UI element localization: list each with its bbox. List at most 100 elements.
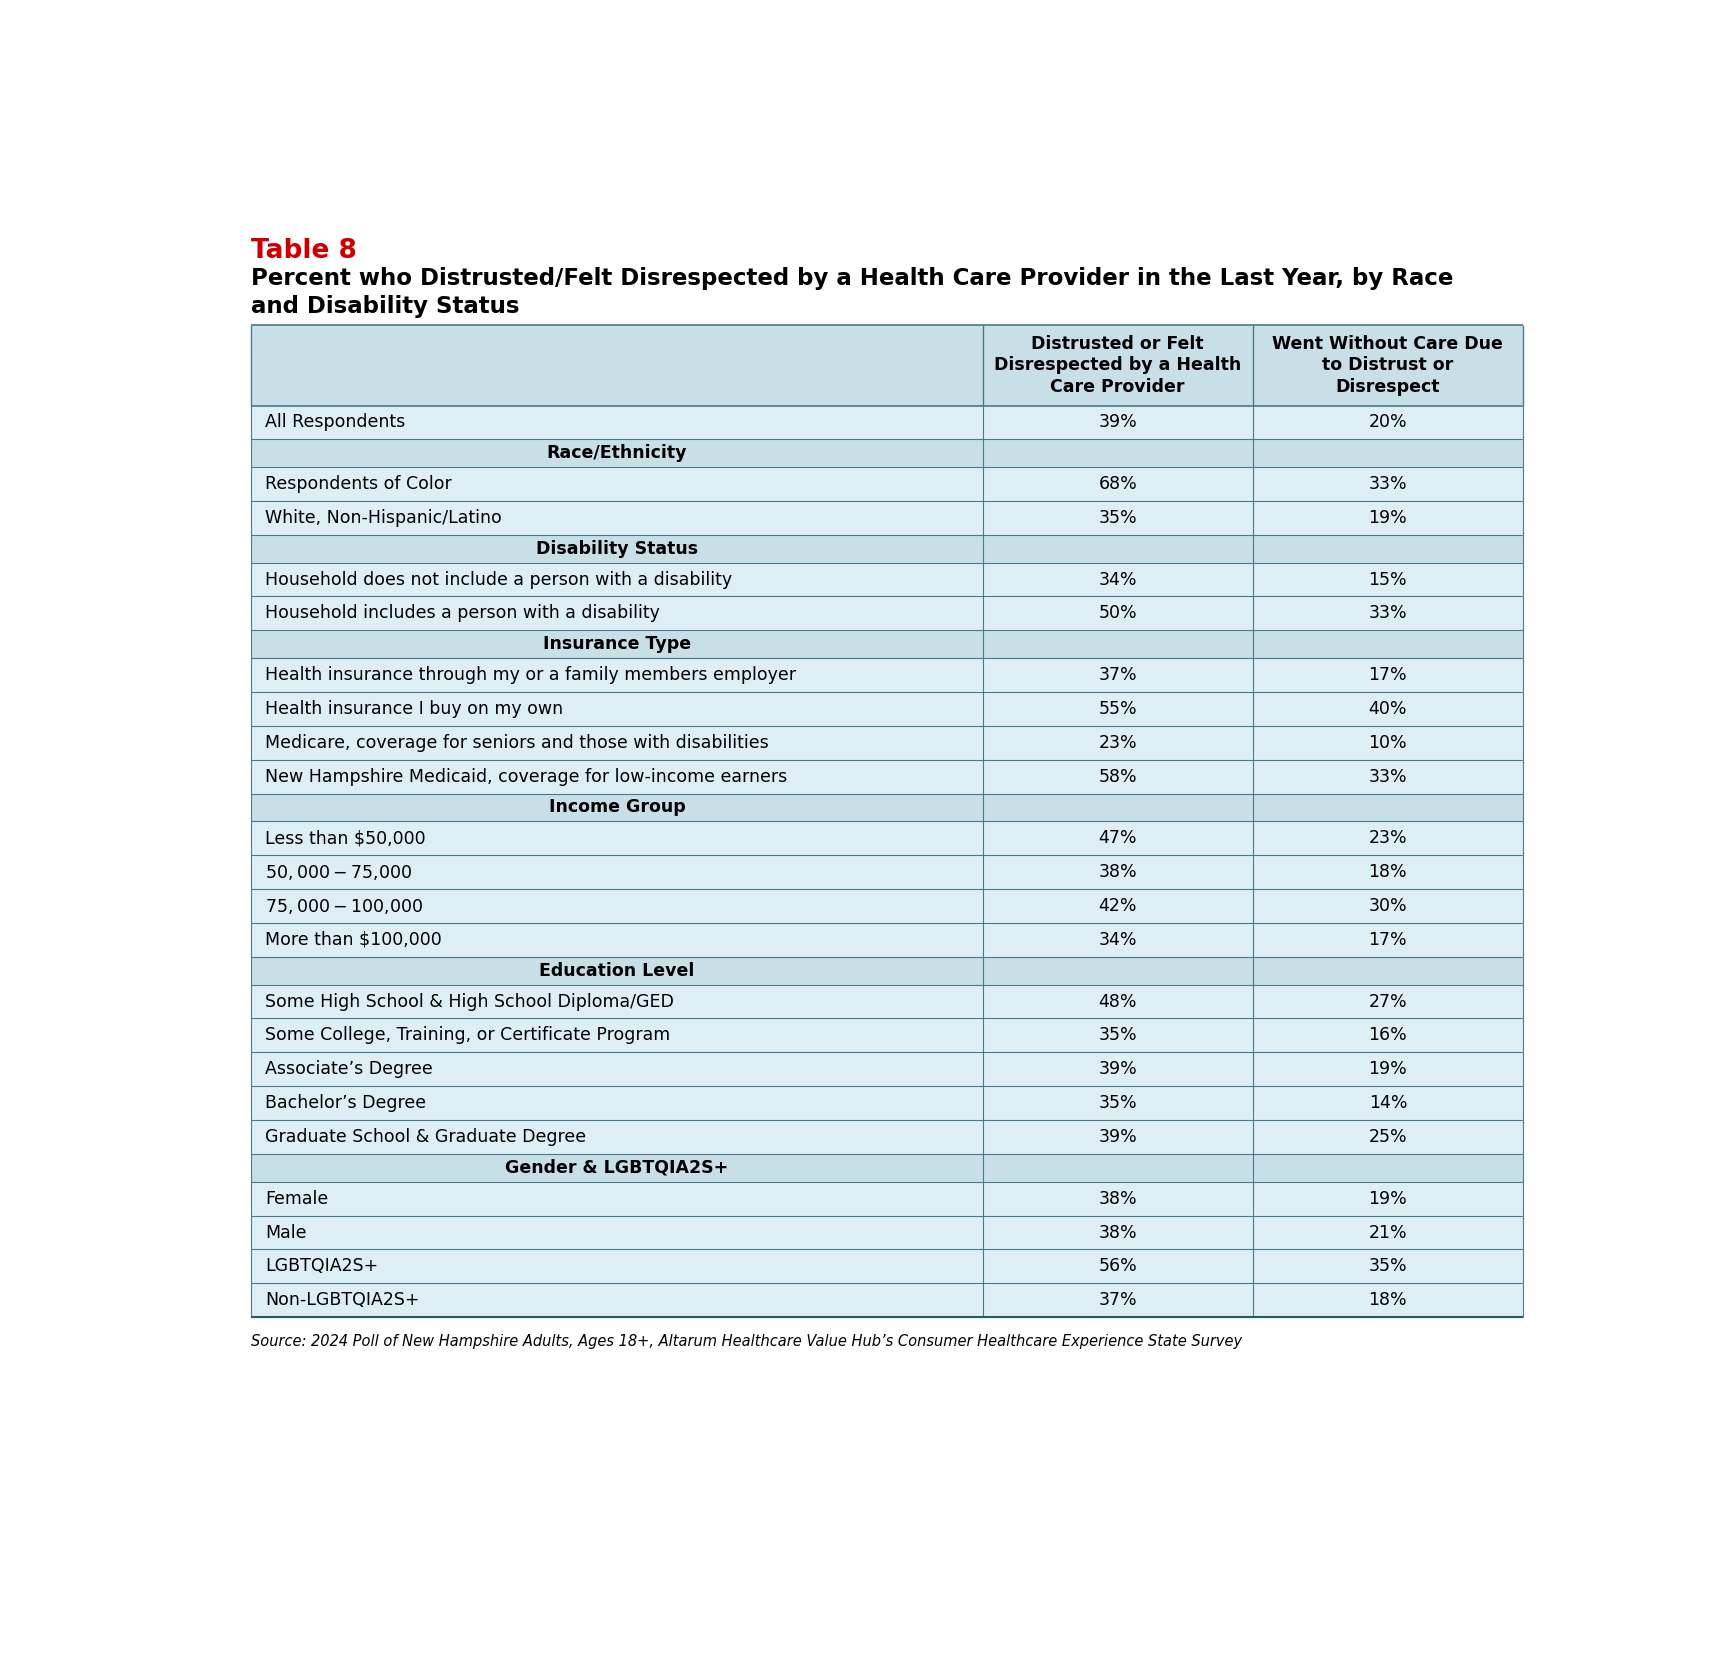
Bar xyxy=(251,562,983,596)
Text: 18%: 18% xyxy=(1368,1291,1406,1310)
Bar xyxy=(251,500,983,536)
Text: Race/Ethnicity: Race/Ethnicity xyxy=(547,445,687,462)
Text: 38%: 38% xyxy=(1099,863,1137,881)
Bar xyxy=(1253,1086,1522,1120)
Text: Less than $50,000: Less than $50,000 xyxy=(265,829,426,848)
Text: Female: Female xyxy=(265,1190,329,1207)
Bar xyxy=(1253,536,1522,562)
Text: 35%: 35% xyxy=(1368,1258,1406,1276)
Text: 15%: 15% xyxy=(1368,571,1406,589)
Bar xyxy=(1253,923,1522,957)
Text: 20%: 20% xyxy=(1368,413,1406,432)
Bar xyxy=(983,1019,1253,1053)
Text: Health insurance through my or a family members employer: Health insurance through my or a family … xyxy=(265,667,796,683)
Bar xyxy=(983,1153,1253,1182)
Text: 34%: 34% xyxy=(1099,571,1137,589)
Text: 39%: 39% xyxy=(1097,1059,1137,1078)
Bar xyxy=(251,923,983,957)
Bar xyxy=(1253,984,1522,1019)
Text: 37%: 37% xyxy=(1099,667,1137,683)
Bar xyxy=(983,794,1253,821)
Text: $50,000 - $75,000: $50,000 - $75,000 xyxy=(265,863,412,881)
Bar xyxy=(251,406,983,440)
Text: 27%: 27% xyxy=(1368,992,1406,1011)
Text: 33%: 33% xyxy=(1368,475,1406,494)
Text: 35%: 35% xyxy=(1099,509,1137,527)
Bar xyxy=(1253,500,1522,536)
Bar xyxy=(983,440,1253,467)
Bar xyxy=(251,658,983,692)
Text: Percent who Distrusted/Felt Disrespected by a Health Care Provider in the Last Y: Percent who Distrusted/Felt Disrespected… xyxy=(251,267,1453,290)
Bar xyxy=(983,984,1253,1019)
Text: 40%: 40% xyxy=(1368,700,1406,719)
Bar xyxy=(1253,406,1522,440)
Bar xyxy=(1253,1283,1522,1318)
Text: 23%: 23% xyxy=(1368,829,1406,848)
Bar xyxy=(251,1182,983,1216)
Text: 38%: 38% xyxy=(1099,1224,1137,1241)
Text: 18%: 18% xyxy=(1368,863,1406,881)
Text: Some College, Training, or Certificate Program: Some College, Training, or Certificate P… xyxy=(265,1026,670,1044)
Text: 55%: 55% xyxy=(1099,700,1137,719)
Text: Disability Status: Disability Status xyxy=(536,539,697,557)
Text: 14%: 14% xyxy=(1368,1095,1406,1111)
Bar xyxy=(1253,1019,1522,1053)
Bar xyxy=(983,324,1253,406)
Text: 35%: 35% xyxy=(1099,1026,1137,1044)
Bar xyxy=(251,821,983,855)
Bar xyxy=(983,630,1253,658)
Text: 17%: 17% xyxy=(1368,667,1406,683)
Bar xyxy=(251,1153,983,1182)
Text: 56%: 56% xyxy=(1097,1258,1137,1276)
Bar xyxy=(1253,692,1522,725)
Bar xyxy=(983,890,1253,923)
Text: 33%: 33% xyxy=(1368,767,1406,786)
Bar xyxy=(1253,562,1522,596)
Text: 33%: 33% xyxy=(1368,604,1406,623)
Bar xyxy=(1253,890,1522,923)
Bar xyxy=(1253,855,1522,890)
Bar xyxy=(251,630,983,658)
Bar xyxy=(983,536,1253,562)
Bar xyxy=(1253,1182,1522,1216)
Bar xyxy=(251,759,983,794)
Bar xyxy=(1253,957,1522,984)
Text: 19%: 19% xyxy=(1368,1190,1406,1207)
Bar xyxy=(1253,1216,1522,1249)
Bar xyxy=(1253,630,1522,658)
Text: Some High School & High School Diploma/GED: Some High School & High School Diploma/G… xyxy=(265,992,673,1011)
Bar xyxy=(1253,467,1522,500)
Text: LGBTQIA2S+: LGBTQIA2S+ xyxy=(265,1258,379,1276)
Bar xyxy=(1253,1053,1522,1086)
Bar xyxy=(983,725,1253,759)
Bar xyxy=(1253,1120,1522,1153)
Bar xyxy=(251,440,983,467)
Text: 30%: 30% xyxy=(1368,897,1406,915)
Bar xyxy=(1253,725,1522,759)
Bar xyxy=(983,923,1253,957)
Text: Went Without Care Due
to Distrust or
Disrespect: Went Without Care Due to Distrust or Dis… xyxy=(1272,334,1502,396)
Bar xyxy=(251,536,983,562)
Bar xyxy=(983,562,1253,596)
Bar xyxy=(983,692,1253,725)
Bar xyxy=(1253,794,1522,821)
Text: Respondents of Color: Respondents of Color xyxy=(265,475,452,494)
Text: Household does not include a person with a disability: Household does not include a person with… xyxy=(265,571,732,589)
Text: 42%: 42% xyxy=(1099,897,1137,915)
Text: 39%: 39% xyxy=(1097,1128,1137,1147)
Bar xyxy=(983,1249,1253,1283)
Bar xyxy=(983,1120,1253,1153)
Text: 48%: 48% xyxy=(1099,992,1137,1011)
Text: 50%: 50% xyxy=(1099,604,1137,623)
Text: 16%: 16% xyxy=(1368,1026,1406,1044)
Text: New Hampshire Medicaid, coverage for low-income earners: New Hampshire Medicaid, coverage for low… xyxy=(265,767,787,786)
Bar xyxy=(983,1053,1253,1086)
Bar xyxy=(1253,596,1522,630)
Bar xyxy=(983,500,1253,536)
Text: $75,000 - $100,000: $75,000 - $100,000 xyxy=(265,897,424,915)
Text: 35%: 35% xyxy=(1099,1095,1137,1111)
Bar xyxy=(1253,440,1522,467)
Bar xyxy=(983,1086,1253,1120)
Bar xyxy=(983,759,1253,794)
Bar xyxy=(983,406,1253,440)
